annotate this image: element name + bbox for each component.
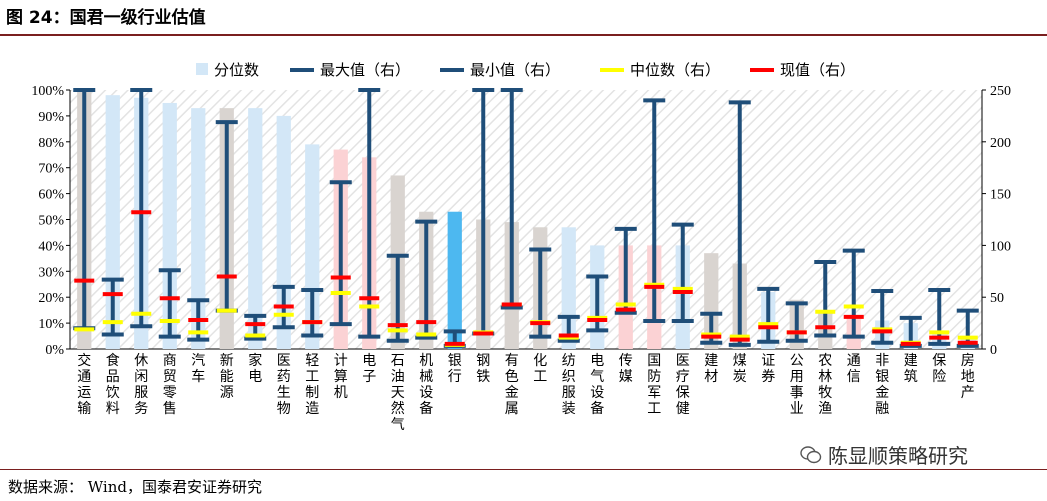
title-rule xyxy=(0,34,1047,36)
legend-label: 分位数 xyxy=(214,61,259,79)
category-label: 纺织服装 xyxy=(562,353,576,417)
category-label: 计算机 xyxy=(334,353,348,401)
legend: 分位数 最大值（右） 最小值（右） 中位数（右） 现值（右） xyxy=(196,61,855,79)
category-label: 证券 xyxy=(761,353,775,385)
percentile-bar xyxy=(276,115,291,350)
watermark-text: 陈显顺策略研究 xyxy=(828,444,968,468)
category-label: 轻工制造 xyxy=(305,353,319,417)
percentile-bar xyxy=(162,102,177,349)
category-label: 煤炭 xyxy=(733,353,747,385)
category-label: 通信 xyxy=(847,353,861,385)
category-label: 休闲服务 xyxy=(134,353,148,417)
category-label: 公用事业 xyxy=(790,353,804,417)
right-tick-label: 250 xyxy=(990,84,1011,99)
category-label: 国防军工 xyxy=(647,353,661,417)
category-label: 家电 xyxy=(248,352,262,385)
category-label: 有色金属 xyxy=(505,353,519,417)
valuation-chart: 分位数 最大值（右） 最小值（右） 中位数（右） 现值（右） 0% 10% 20% 30% 40… xyxy=(31,61,1011,433)
category-label: 银行 xyxy=(448,353,462,385)
watermark: 陈显顺策略研究 xyxy=(800,440,968,469)
category-label: 传媒 xyxy=(619,353,633,385)
category-label: 钢铁 xyxy=(476,353,490,385)
right-tick-label: 100 xyxy=(990,239,1011,254)
plot-area xyxy=(70,90,982,349)
legend-label: 现值（右） xyxy=(780,61,855,79)
category-label: 交通运输 xyxy=(77,352,91,417)
left-tick-label: 0% xyxy=(45,343,64,358)
chart-title: 图 24：国君一级行业估值 xyxy=(6,8,206,28)
percentile-bar xyxy=(248,108,263,349)
right-tick-label: 150 xyxy=(990,188,1011,203)
category-label: 食品饮料 xyxy=(106,352,120,417)
left-tick-label: 90% xyxy=(38,110,64,125)
category-label: 新能源 xyxy=(220,353,234,401)
category-label: 电子 xyxy=(362,353,376,385)
category-label: 化工 xyxy=(533,353,547,385)
left-tick-label: 10% xyxy=(38,317,64,332)
left-tick-label: 100% xyxy=(31,84,64,99)
right-tick-label: 200 xyxy=(990,136,1011,151)
left-tick-label: 20% xyxy=(38,291,64,306)
category-label: 电气设备 xyxy=(590,353,604,417)
left-tick-label: 60% xyxy=(38,188,64,203)
category-label: 非银金融 xyxy=(875,353,889,417)
category-label: 建材 xyxy=(704,353,718,385)
range-markers xyxy=(73,88,979,348)
category-label: 医疗保健 xyxy=(676,353,690,417)
percentile-bar xyxy=(447,211,462,349)
right-axis: 0 50 100 150 200 250 xyxy=(981,84,1011,358)
percentile-bar xyxy=(191,108,206,349)
category-label: 机械设备 xyxy=(419,353,433,417)
category-label: 保险 xyxy=(932,353,946,385)
left-tick-label: 30% xyxy=(38,265,64,280)
category-label: 房地产 xyxy=(961,353,975,401)
left-tick-label: 70% xyxy=(38,162,64,177)
right-tick-label: 0 xyxy=(990,343,997,358)
left-tick-label: 50% xyxy=(38,214,64,229)
percentile-bar xyxy=(305,144,320,349)
category-label: 农林牧渔 xyxy=(818,353,832,417)
legend-swatch xyxy=(196,63,208,75)
percentile-bar xyxy=(704,253,719,349)
legend-label: 最小值（右） xyxy=(470,61,560,79)
legend-label: 最大值（右） xyxy=(320,61,410,79)
left-tick-label: 40% xyxy=(38,239,64,254)
data-source: 数据来源： Wind，国泰君安证券研究 xyxy=(8,478,262,496)
category-label: 商贸零售 xyxy=(163,353,177,417)
category-label: 石油天然气 xyxy=(391,353,405,433)
bottom-rule xyxy=(0,469,1047,470)
percentile-bar xyxy=(105,95,120,350)
category-label: 汽车 xyxy=(191,353,205,385)
category-label: 建筑 xyxy=(904,353,918,385)
right-tick-label: 50 xyxy=(990,291,1004,306)
legend-label: 中位数（右） xyxy=(630,61,720,79)
wechat-icon xyxy=(800,445,822,463)
category-label: 医药生物 xyxy=(277,353,291,417)
left-tick-label: 80% xyxy=(38,136,64,151)
